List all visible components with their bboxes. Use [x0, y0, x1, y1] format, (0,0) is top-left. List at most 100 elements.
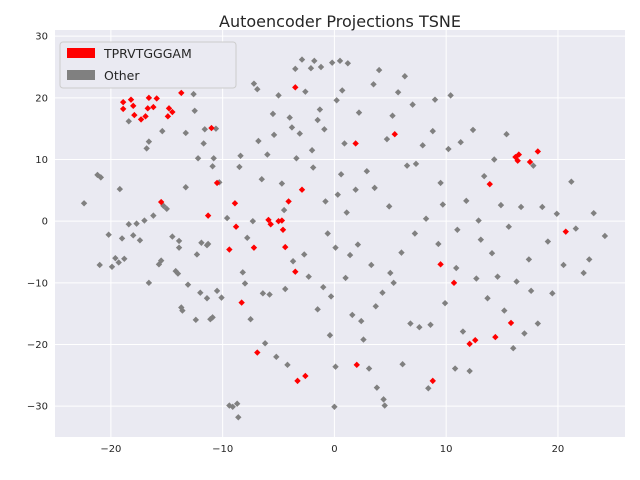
- data-point-other: [473, 275, 480, 282]
- data-point-other: [174, 270, 182, 277]
- data-point-other: [302, 88, 309, 95]
- data-point-other: [501, 307, 508, 314]
- data-point-other: [383, 135, 391, 143]
- data-point-other: [453, 264, 460, 272]
- data-point-other: [264, 151, 271, 158]
- data-point-other: [497, 201, 505, 209]
- data-point-other: [505, 223, 512, 230]
- data-point-other: [317, 63, 325, 71]
- data-point-other: [307, 65, 315, 72]
- data-point-tprvtgggam: [238, 299, 245, 306]
- data-point-tprvtgggam: [164, 113, 172, 120]
- data-point-other: [411, 230, 419, 237]
- data-point-other: [292, 65, 299, 73]
- data-point-tprvtgggam: [231, 200, 239, 207]
- data-point-other: [288, 124, 296, 131]
- data-point-tprvtgggam: [292, 84, 299, 91]
- data-points: [80, 56, 609, 421]
- legend-swatch-tprvtgggam: [67, 48, 95, 58]
- data-point-other: [416, 324, 423, 331]
- data-point-tprvtgggam: [145, 94, 153, 102]
- data-point-other: [477, 236, 485, 243]
- data-point-other: [368, 261, 375, 269]
- data-point-other: [197, 289, 204, 296]
- data-point-other: [157, 257, 165, 264]
- data-point-other: [346, 251, 354, 259]
- data-point-tprvtgggam: [429, 377, 436, 385]
- data-point-other: [130, 232, 137, 239]
- data-point-other: [182, 184, 189, 191]
- data-point-other: [115, 259, 122, 266]
- data-point-other: [352, 186, 359, 193]
- data-point-other: [203, 295, 211, 302]
- data-point-other: [269, 110, 277, 118]
- data-point-tprvtgggam: [137, 116, 145, 123]
- data-point-other: [389, 112, 396, 119]
- data-point-other: [475, 217, 482, 224]
- data-point-tprvtgggam: [153, 95, 160, 102]
- data-point-other: [488, 250, 496, 257]
- data-point-tprvtgggam: [298, 186, 306, 193]
- data-point-other: [233, 400, 241, 407]
- data-point-tprvtgggam: [178, 89, 185, 97]
- data-point-other: [133, 220, 140, 227]
- data-point-other: [380, 396, 387, 403]
- data-point-other: [209, 314, 216, 321]
- data-point-other: [343, 209, 350, 216]
- data-point-other: [241, 280, 249, 287]
- data-point-tprvtgggam: [352, 140, 359, 147]
- data-point-other: [314, 116, 321, 124]
- data-point-other: [212, 125, 220, 132]
- data-point-tprvtgggam: [144, 105, 151, 112]
- y-tick-label: 30: [35, 32, 48, 43]
- data-point-tprvtgggam: [119, 105, 127, 113]
- data-point-other: [194, 155, 202, 162]
- data-point-other: [517, 203, 525, 211]
- data-point-other: [331, 403, 338, 410]
- data-point-tprvtgggam: [472, 336, 479, 344]
- data-point-other: [372, 303, 379, 310]
- data-point-other: [239, 269, 246, 276]
- data-point-other: [305, 273, 312, 280]
- data-point-other: [309, 164, 317, 171]
- data-point-other: [96, 261, 103, 269]
- data-point-other: [278, 180, 286, 187]
- data-point-other: [321, 126, 328, 133]
- data-point-other: [409, 101, 416, 108]
- legend-swatch-other: [67, 70, 95, 80]
- data-point-other: [401, 73, 409, 80]
- data-point-other: [218, 294, 225, 301]
- data-point-other: [354, 241, 362, 248]
- data-point-other: [334, 191, 341, 198]
- data-point-other: [204, 240, 212, 248]
- data-point-other: [586, 256, 593, 263]
- data-point-other: [308, 147, 316, 154]
- data-point-other: [344, 60, 352, 67]
- data-point-other: [349, 311, 356, 319]
- data-point-other: [441, 299, 449, 307]
- data-point-other: [80, 200, 88, 207]
- data-point-other: [282, 285, 289, 293]
- y-tick-label: 10: [35, 155, 48, 166]
- data-point-other: [439, 201, 447, 208]
- x-tick-label: 10: [440, 444, 453, 455]
- x-tick-label: 0: [331, 444, 337, 455]
- data-point-other: [341, 140, 348, 147]
- data-point-other: [143, 145, 150, 152]
- data-point-other: [175, 237, 183, 245]
- data-point-tprvtgggam: [515, 151, 523, 158]
- data-point-other: [454, 226, 461, 233]
- data-point-other: [427, 321, 434, 328]
- data-point-other: [116, 185, 124, 193]
- data-point-other: [451, 365, 459, 372]
- data-point-other: [601, 232, 609, 240]
- y-tick-label: −10: [27, 278, 48, 289]
- data-point-other: [503, 131, 510, 138]
- data-point-tprvtgggam: [213, 179, 221, 187]
- data-point-other: [255, 137, 262, 145]
- data-point-other: [336, 57, 344, 65]
- data-point-other: [403, 162, 411, 169]
- data-point-other: [373, 384, 381, 391]
- data-point-other: [105, 231, 112, 238]
- data-point-other: [249, 217, 257, 225]
